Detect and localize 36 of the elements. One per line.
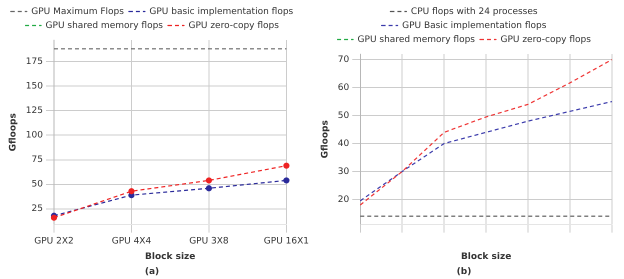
x-axis-title: Block size bbox=[145, 252, 196, 262]
point bbox=[206, 185, 212, 192]
legend-label: GPU shared memory flops bbox=[46, 20, 164, 31]
point bbox=[206, 177, 212, 184]
legend-label: GPU Basic implementation flops bbox=[402, 20, 547, 31]
text: (b) bbox=[456, 266, 472, 277]
legend-label: GPU basic implementation flops bbox=[149, 6, 294, 17]
legend-label: GPU Maximum Flops bbox=[31, 6, 124, 17]
point bbox=[283, 177, 290, 184]
x-tick-label: GPU 16X1 bbox=[264, 236, 310, 246]
y-tick-label: 60 bbox=[338, 82, 350, 93]
point bbox=[128, 188, 135, 194]
legend-label: GPU zero-copy flops bbox=[500, 34, 592, 45]
y-tick-label: 75 bbox=[32, 155, 43, 166]
y-tick-label: 40 bbox=[338, 138, 350, 149]
y-tick-label: 100 bbox=[26, 130, 44, 141]
y-tick-label: 30 bbox=[338, 166, 350, 177]
y-axis-title: Gfloops bbox=[8, 113, 19, 152]
y-tick-label: 175 bbox=[26, 56, 43, 67]
point bbox=[283, 162, 290, 169]
x-axis-title: Block size bbox=[460, 252, 512, 262]
x-tick-label: GPU 2X2 bbox=[34, 236, 74, 246]
y-tick-label: 150 bbox=[26, 81, 44, 92]
legend-label: GPU zero-copy flops bbox=[188, 20, 280, 31]
y-tick-label: 125 bbox=[26, 106, 43, 116]
y-tick-label: 50 bbox=[338, 110, 350, 121]
y-tick-label: 70 bbox=[338, 54, 350, 65]
legend-label: GPU shared memory flops bbox=[358, 34, 476, 45]
y-axis-title: Gfloops bbox=[320, 120, 331, 158]
x-tick-label: GPU 4X4 bbox=[112, 236, 152, 246]
y-tick-label: 50 bbox=[32, 180, 44, 190]
y-tick-label: 20 bbox=[338, 194, 350, 205]
legend-label: CPU flops with 24 processes bbox=[410, 6, 538, 17]
x-tick-label: GPU 3X8 bbox=[189, 236, 229, 246]
text: (a) bbox=[144, 266, 160, 277]
y-tick-label: 25 bbox=[32, 204, 43, 214]
